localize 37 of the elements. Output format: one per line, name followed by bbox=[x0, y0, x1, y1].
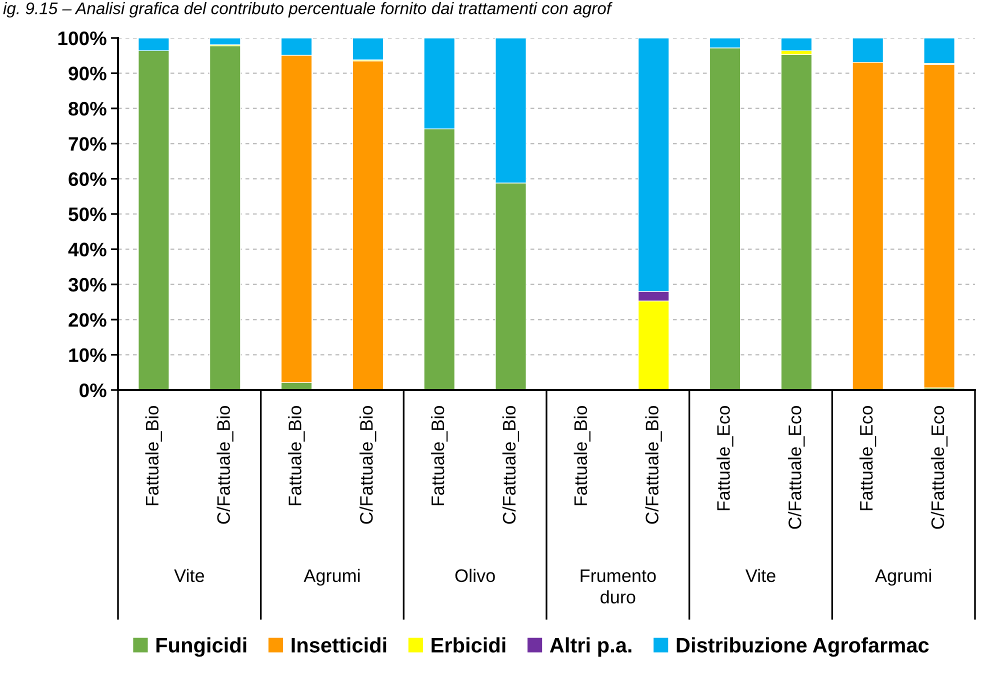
x-tick-label: Fattuale_Eco bbox=[716, 406, 734, 510]
y-tick-label: 10% bbox=[69, 348, 106, 362]
y-tick-label: 30% bbox=[68, 278, 106, 292]
x-tick-label: C/Fattuale_Eco bbox=[788, 406, 805, 529]
x-tick-label: Fattuale_Bio bbox=[288, 406, 305, 506]
x-tick-label: C/Fattuale_Bio bbox=[645, 406, 662, 524]
text: Vite bbox=[174, 568, 204, 582]
text: Frumento duro bbox=[580, 569, 656, 604]
bar bbox=[780, 38, 812, 52]
y-tick-label: 100% bbox=[58, 31, 106, 46]
legend-label: Fungicidi bbox=[156, 637, 246, 657]
x-tick-label: Fattuale_Bio bbox=[430, 406, 448, 506]
text: Agrumi bbox=[875, 568, 931, 586]
x-tick-label: Fattuale_Bio bbox=[574, 406, 590, 506]
y-tick-label: 80% bbox=[68, 102, 106, 116]
text: Agrumi bbox=[304, 568, 360, 586]
y-tick-label: 90% bbox=[68, 66, 106, 80]
x-tick-label: C/Fattuale_Eco bbox=[930, 406, 948, 529]
y-tick-label: 60% bbox=[68, 172, 106, 186]
y-tick-label: 70% bbox=[68, 137, 106, 151]
y-tick-label: 20% bbox=[68, 313, 106, 327]
y-tick-label: 0% bbox=[80, 383, 106, 398]
legend-label: Erbicidi bbox=[432, 637, 506, 653]
x-tick-label: C/Fattuale_Bio bbox=[216, 406, 234, 524]
x-tick-label: C/Fattuale_Bio bbox=[360, 406, 376, 524]
text: Olivo bbox=[455, 568, 495, 582]
y-tick-label: 40% bbox=[68, 242, 106, 256]
legend-label: Altri p.a. bbox=[550, 637, 632, 657]
chart-title: ig. 9.15 – Analisi grafica del contributo percentuale fornito dai trattamenti con agrof bbox=[3, 2, 612, 18]
x-tick-label: Fattuale_Eco bbox=[859, 406, 876, 510]
legend-label: Distribuzione Agrofarmac bbox=[676, 637, 929, 657]
x-tick-label: C/Fattuale_Bio bbox=[502, 406, 520, 524]
x-tick-label: Fattuale_Bio bbox=[145, 406, 162, 506]
legend-label: Insetticidi bbox=[292, 637, 386, 653]
y-tick-label: 50% bbox=[68, 207, 106, 222]
text: Vite bbox=[745, 568, 776, 582]
bar bbox=[780, 54, 812, 390]
